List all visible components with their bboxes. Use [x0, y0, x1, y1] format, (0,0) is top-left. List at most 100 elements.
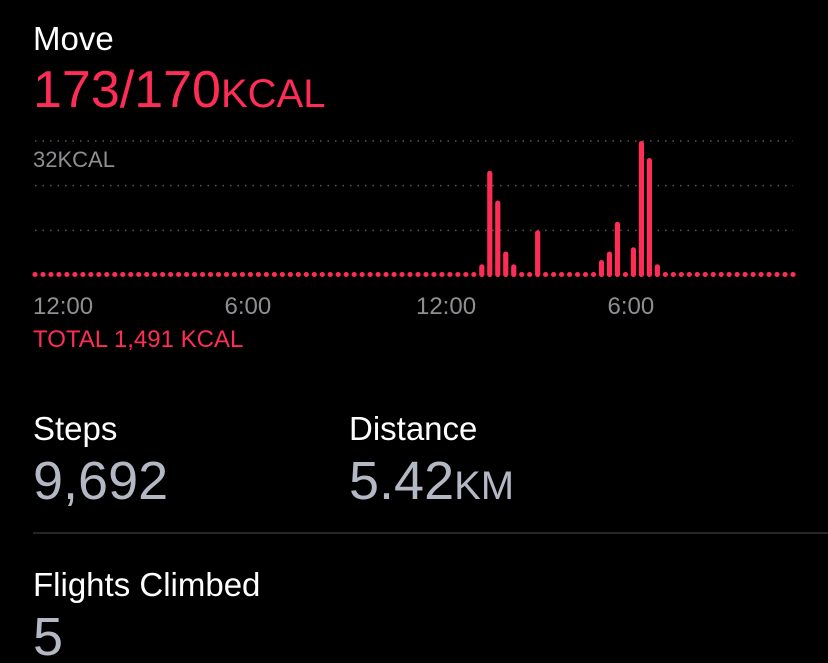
- x-tick-label: 6:00: [607, 293, 654, 320]
- bar: [215, 272, 222, 277]
- bar: [694, 272, 700, 277]
- x-tick-label: 6:00: [224, 293, 271, 320]
- distance-number: 5.42: [349, 451, 454, 511]
- move-value: 173/170KCAL: [33, 61, 325, 119]
- bar: [375, 272, 381, 277]
- bar: [247, 272, 254, 277]
- flights-value: 5: [33, 607, 63, 663]
- bar: [295, 272, 301, 277]
- bar: [96, 272, 102, 277]
- bar: [543, 272, 549, 277]
- bar: [559, 272, 565, 277]
- bar: [686, 272, 692, 277]
- bar: [503, 251, 509, 277]
- bar: [566, 272, 573, 277]
- bar: [287, 272, 293, 277]
- bar: [239, 272, 246, 277]
- bar: [223, 272, 230, 277]
- move-label: Move: [33, 20, 114, 57]
- bar: [64, 272, 70, 277]
- flights-label: Flights Climbed: [33, 566, 260, 603]
- bar: [606, 251, 613, 277]
- bar: [184, 272, 190, 277]
- bar: [455, 272, 461, 277]
- bar: [351, 272, 357, 277]
- bar: [495, 200, 501, 277]
- bar: [359, 272, 365, 277]
- bar: [726, 272, 732, 277]
- bar: [367, 272, 373, 277]
- bar: [463, 272, 469, 277]
- bar: [487, 170, 493, 277]
- bar: [160, 272, 166, 277]
- bar: [758, 272, 764, 277]
- bar: [120, 272, 126, 277]
- steps-value: 9,692: [33, 451, 168, 511]
- move-total: TOTAL 1,491 KCAL: [33, 326, 243, 353]
- bar: [231, 272, 238, 277]
- bar: [574, 272, 581, 277]
- bar: [407, 272, 413, 277]
- bar: [750, 272, 756, 277]
- bar: [431, 272, 437, 277]
- bar: [199, 272, 206, 277]
- bar: [766, 272, 772, 277]
- bar: [56, 272, 62, 277]
- x-tick-label: 12:00: [416, 293, 476, 320]
- bar: [646, 158, 652, 277]
- bar: [207, 272, 214, 277]
- move-number: 173/170: [33, 61, 221, 119]
- bar: [590, 272, 597, 277]
- bar: [399, 272, 405, 277]
- bar: [88, 272, 94, 277]
- bar: [152, 272, 158, 277]
- bar: [519, 272, 525, 277]
- bar: [439, 272, 445, 277]
- bar: [614, 221, 621, 277]
- bar: [710, 272, 716, 277]
- steps-label: Steps: [33, 410, 117, 447]
- bar: [263, 272, 269, 277]
- bar: [40, 272, 46, 277]
- bar: [128, 272, 134, 277]
- bar: [742, 272, 748, 277]
- bar: [782, 272, 788, 277]
- bar: [598, 260, 605, 277]
- bar: [72, 272, 78, 277]
- bar: [535, 230, 541, 277]
- bar: [415, 272, 421, 277]
- bar: [527, 272, 533, 277]
- bar: [630, 247, 637, 277]
- bar: [319, 272, 325, 277]
- bar: [471, 272, 477, 277]
- bar: [168, 272, 174, 277]
- bar: [383, 272, 389, 277]
- distance-label: Distance: [349, 410, 477, 447]
- bar: [734, 272, 740, 277]
- move-unit: KCAL: [221, 72, 326, 116]
- bar: [718, 272, 724, 277]
- bar: [112, 272, 118, 277]
- x-tick-label: 12:00: [33, 293, 93, 320]
- bar: [32, 272, 38, 277]
- bar: [191, 272, 198, 277]
- bar: [654, 264, 660, 277]
- bar: [80, 272, 86, 277]
- bar: [335, 272, 341, 277]
- bar: [303, 272, 309, 277]
- bar: [343, 272, 349, 277]
- bar: [255, 272, 262, 277]
- bar: [311, 272, 317, 277]
- bar: [447, 272, 453, 277]
- bar: [551, 272, 557, 277]
- bar: [327, 272, 333, 277]
- bar: [176, 272, 182, 277]
- distance-value: 5.42KM: [349, 451, 514, 511]
- bar: [582, 272, 589, 277]
- bar: [702, 272, 708, 277]
- bar: [423, 272, 429, 277]
- bar: [479, 264, 485, 277]
- bar: [662, 272, 668, 277]
- bar: [774, 272, 780, 277]
